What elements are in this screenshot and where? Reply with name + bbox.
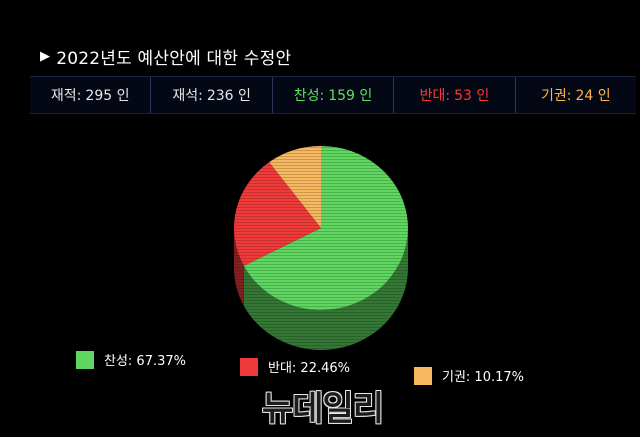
legend-item-yes: 찬성: 67.37% — [76, 350, 186, 369]
stat-total-value: 295 인 — [85, 88, 130, 104]
pie-top-group — [234, 146, 409, 310]
legend-item-abstain: 기권: 10.17% — [414, 366, 524, 385]
stat-yes: 찬성: 159 인 — [273, 77, 395, 113]
title-text: 2022년도 예산안에 대한 수정안 — [56, 49, 292, 69]
pie-slice-scanlines — [234, 162, 321, 266]
stat-present-label: 재석: — [172, 88, 203, 104]
legend-label-yes: 찬성: 67.37% — [104, 354, 187, 369]
stat-no: 반대: 53 인 — [394, 77, 516, 113]
page-title: ▶ 2022년도 예산안에 대한 수정안 — [40, 44, 291, 69]
vote-stats-bar: 재적: 295 인 재석: 236 인 찬성: 159 인 반대: 53 인 기… — [30, 76, 636, 114]
pie-side-group — [234, 228, 408, 351]
legend-swatch-abstain — [414, 366, 432, 385]
stat-abstain-value: 24 인 — [575, 88, 611, 104]
triangle-icon: ▶ — [40, 49, 51, 64]
pie-side-scanlines — [243, 228, 408, 351]
stat-abstain: 기권: 24 인 — [516, 77, 636, 113]
watermark-logo: 뉴데일리 — [262, 389, 384, 429]
legend-swatch-yes — [76, 350, 94, 369]
stat-no-value: 53 인 — [454, 88, 490, 104]
pie-side-scanlines — [234, 228, 244, 306]
stat-no-label: 반대: — [419, 88, 451, 104]
stat-yes-value: 159 인 — [328, 88, 373, 104]
legend-label-abstain: 기권: 10.17% — [442, 370, 525, 385]
pie-slice-scanlines — [243, 146, 409, 310]
stat-abstain-label: 기권: — [541, 88, 572, 104]
stat-present: 재석: 236 인 — [151, 77, 273, 113]
stat-total-label: 재적: — [50, 88, 82, 104]
pie-slice-scanlines — [269, 146, 321, 228]
legend-label-no: 반대: 22.46% — [268, 361, 351, 376]
legend-swatch-no — [240, 357, 258, 376]
stat-present-value: 236 인 — [206, 88, 251, 104]
stat-yes-label: 찬성: — [293, 88, 325, 104]
stat-total: 재적: 295 인 — [30, 77, 152, 113]
legend-item-no: 반대: 22.46% — [240, 357, 350, 376]
